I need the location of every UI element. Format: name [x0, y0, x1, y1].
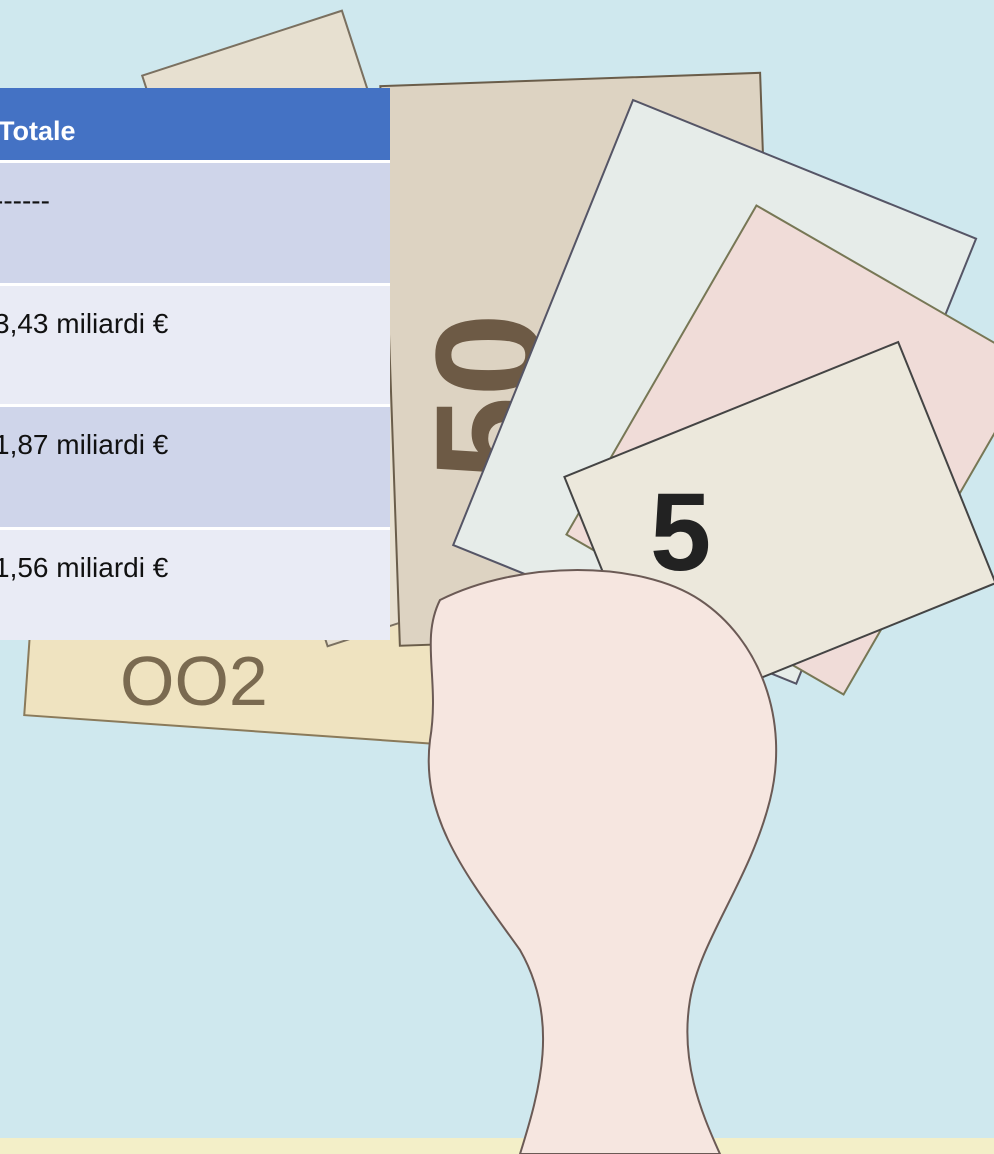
- cell-text: 1,87 miliardi €: [0, 429, 169, 460]
- row: 1,56 miliardi €: [0, 530, 390, 640]
- header-row: Totale: [0, 88, 390, 163]
- cell-text: 1,56 miliardi €: [0, 552, 169, 583]
- hand: [427, 569, 778, 1154]
- bottom-strip: [0, 1138, 994, 1154]
- cell-text: ------: [0, 185, 50, 216]
- totals-table: Totale ------ 3,43 miliardi € 1,87 milia…: [0, 88, 390, 640]
- cell: 3,43 miliardi €: [0, 286, 390, 407]
- row: 1,87 miliardi €: [0, 407, 390, 530]
- header-text: Totale: [0, 116, 76, 146]
- cell-text: 3,43 miliardi €: [0, 308, 169, 339]
- cell: 1,56 miliardi €: [0, 530, 390, 640]
- note-200-figure: OO2: [120, 642, 268, 720]
- cell: 1,87 miliardi €: [0, 407, 390, 530]
- cell: ------: [0, 163, 390, 286]
- row: ------: [0, 163, 390, 286]
- note-5-figure: 5: [650, 471, 711, 594]
- row: 3,43 miliardi €: [0, 286, 390, 407]
- header-cell: Totale: [0, 88, 390, 163]
